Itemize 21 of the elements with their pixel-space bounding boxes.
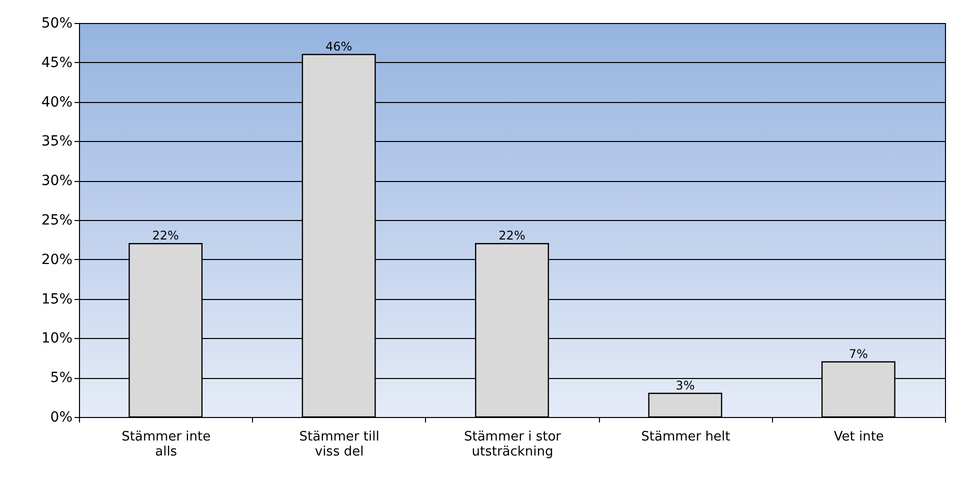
data-label: 3%	[676, 378, 695, 392]
x-tick-label: Stämmer i stor utsträckning	[464, 430, 562, 460]
x-tick-label: Vet inte	[834, 430, 884, 444]
data-label: 46%	[325, 40, 352, 54]
x-tick-label: Stämmer helt	[641, 430, 730, 444]
data-label: 22%	[152, 228, 179, 243]
y-tick-label: 25%	[41, 212, 72, 228]
y-tick-label: 5%	[50, 370, 72, 386]
y-tick-label: 10%	[41, 330, 72, 347]
y-tick-label: 45%	[41, 54, 72, 71]
y-tick-label: 35%	[41, 134, 72, 150]
y-tick-label: 0%	[50, 410, 72, 426]
x-tick-label: Stämmer till viss del	[299, 430, 380, 460]
x-tick-label: Stämmer inte alls	[122, 430, 211, 460]
y-tick-label: 40%	[41, 94, 72, 110]
data-label: 22%	[498, 228, 526, 243]
y-tick-label: 15%	[41, 291, 72, 308]
y-tick-label: 50%	[41, 16, 72, 32]
data-label: 7%	[848, 346, 868, 361]
y-tick-label: 30%	[41, 173, 72, 190]
y-tick-label: 20%	[41, 252, 72, 268]
